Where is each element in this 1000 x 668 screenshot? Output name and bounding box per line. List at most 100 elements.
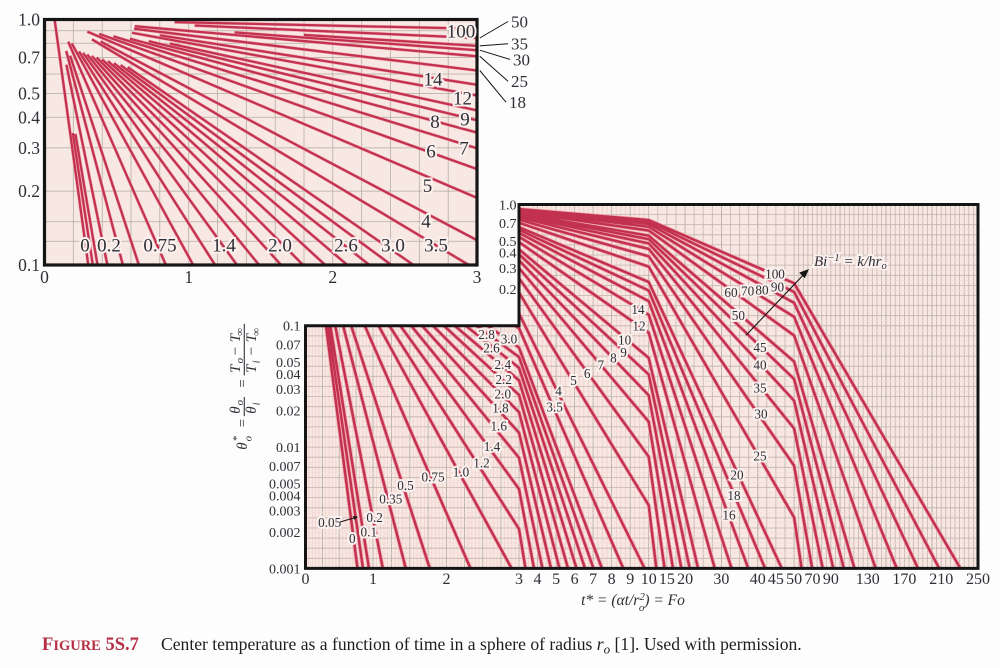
svg-text:0.07: 0.07: [276, 339, 301, 354]
svg-text:3: 3: [473, 267, 482, 287]
svg-text:0.05: 0.05: [276, 356, 301, 371]
svg-text:0.01: 0.01: [276, 441, 301, 456]
svg-text:0.001: 0.001: [269, 562, 301, 577]
svg-text:=: =: [235, 418, 251, 428]
svg-text:18: 18: [509, 93, 526, 112]
svg-text:25: 25: [753, 449, 767, 464]
svg-text:15: 15: [659, 571, 675, 588]
svg-text:30: 30: [754, 407, 768, 422]
svg-text:0.35: 0.35: [379, 492, 402, 507]
svg-text:0.1: 0.1: [283, 320, 301, 335]
svg-text:18: 18: [727, 488, 741, 503]
svg-text:10: 10: [618, 333, 632, 348]
svg-text:o: o: [234, 399, 246, 405]
svg-text:8: 8: [608, 571, 616, 588]
svg-text:2: 2: [443, 571, 451, 588]
svg-text:i: i: [250, 402, 262, 405]
svg-text:0: 0: [349, 531, 356, 546]
svg-text:0.3: 0.3: [18, 138, 40, 158]
svg-text:2.2: 2.2: [495, 372, 511, 387]
svg-text:60: 60: [724, 285, 738, 300]
svg-text:2.0: 2.0: [268, 235, 292, 256]
svg-text:T: T: [244, 363, 260, 373]
svg-text:o: o: [234, 357, 246, 363]
svg-text:1.0: 1.0: [18, 10, 40, 30]
svg-text:− T: − T: [244, 332, 260, 356]
svg-text:90: 90: [771, 280, 785, 295]
svg-text:5: 5: [423, 176, 433, 197]
svg-text:6: 6: [584, 366, 591, 381]
svg-text:0: 0: [40, 267, 49, 287]
svg-text:0.2: 0.2: [18, 181, 40, 201]
svg-text:0.5: 0.5: [397, 478, 414, 493]
svg-text:2.6: 2.6: [334, 235, 358, 256]
svg-text:20: 20: [730, 468, 744, 483]
svg-text:0: 0: [80, 235, 90, 256]
svg-text:100: 100: [765, 267, 785, 282]
svg-text:14: 14: [424, 70, 444, 91]
svg-text:4: 4: [534, 571, 542, 588]
svg-text:4: 4: [555, 384, 562, 399]
svg-text:t* = (αt/r2o) = Fo: t* = (αt/r2 o) = Fo: [581, 591, 685, 614]
svg-text:3.5: 3.5: [546, 399, 563, 414]
svg-text:50: 50: [511, 13, 528, 32]
svg-text:7: 7: [589, 571, 597, 588]
svg-text:0.5: 0.5: [499, 235, 517, 250]
svg-text:*: *: [231, 435, 243, 441]
svg-text:3.0: 3.0: [501, 332, 518, 347]
svg-text:2.8: 2.8: [478, 327, 495, 342]
svg-text:50: 50: [786, 571, 802, 588]
svg-text:Center temperature as a functi: Center temperature as a function of time…: [161, 634, 802, 657]
svg-text:θ: θ: [244, 406, 260, 414]
svg-text:0.004: 0.004: [269, 489, 301, 504]
svg-text:9: 9: [626, 571, 634, 588]
svg-text:Bi−1 = k/hro: Bi−1 = k/hro: [814, 253, 887, 272]
svg-text:o: o: [243, 435, 255, 441]
svg-text:1.0: 1.0: [499, 198, 517, 213]
svg-text:40: 40: [750, 571, 766, 588]
svg-text:35: 35: [753, 381, 767, 396]
svg-text:12: 12: [453, 89, 472, 110]
svg-text:0.03: 0.03: [276, 383, 301, 398]
svg-text:0.75: 0.75: [421, 470, 444, 485]
svg-text:0.005: 0.005: [269, 478, 301, 493]
svg-text:0.003: 0.003: [269, 504, 301, 519]
svg-text:− T: − T: [228, 332, 244, 356]
svg-text:250: 250: [966, 571, 990, 588]
svg-text:1: 1: [184, 267, 193, 287]
svg-text:2.6: 2.6: [483, 341, 500, 356]
svg-text:90: 90: [823, 571, 839, 588]
svg-text:9: 9: [620, 345, 627, 360]
svg-text:3.5: 3.5: [424, 235, 448, 256]
svg-text:25: 25: [511, 72, 528, 91]
svg-text:θ: θ: [228, 406, 244, 414]
svg-text:100: 100: [447, 22, 476, 43]
svg-text:12: 12: [632, 319, 645, 334]
svg-text:2.0: 2.0: [495, 386, 512, 401]
svg-text:0.4: 0.4: [499, 247, 517, 262]
svg-text:8: 8: [430, 112, 440, 133]
svg-text:0.1: 0.1: [361, 525, 377, 540]
svg-text:1: 1: [369, 571, 377, 588]
svg-text:1.2: 1.2: [473, 456, 489, 471]
svg-text:θ: θ: [235, 442, 251, 450]
svg-text:30: 30: [513, 50, 530, 69]
svg-text:7: 7: [459, 139, 469, 160]
svg-text:T: T: [228, 363, 244, 373]
svg-text:2: 2: [328, 267, 337, 287]
svg-text:6: 6: [426, 142, 436, 163]
svg-text:0.3: 0.3: [499, 262, 517, 277]
svg-text:5: 5: [570, 373, 577, 388]
svg-text:0.7: 0.7: [18, 48, 40, 68]
svg-text:0.7: 0.7: [499, 217, 517, 232]
svg-text:0.1: 0.1: [18, 255, 40, 275]
svg-text:45: 45: [753, 340, 767, 355]
svg-text:∞: ∞: [234, 328, 246, 336]
svg-text:14: 14: [631, 302, 645, 317]
svg-text:0.007: 0.007: [269, 460, 301, 475]
svg-text:170: 170: [892, 571, 916, 588]
svg-text:4: 4: [421, 212, 431, 233]
svg-text:80: 80: [755, 283, 769, 298]
svg-text:2.4: 2.4: [495, 357, 512, 372]
svg-text:16: 16: [722, 507, 736, 522]
